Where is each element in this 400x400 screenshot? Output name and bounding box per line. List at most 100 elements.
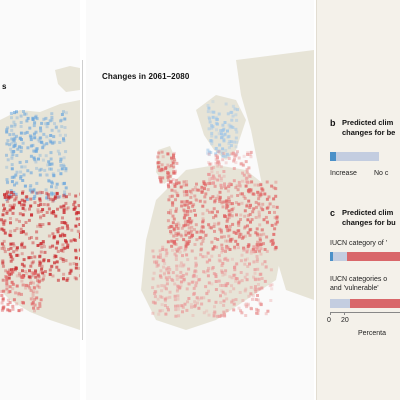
map-cell bbox=[38, 254, 42, 258]
map-cell bbox=[60, 167, 64, 171]
map-cell bbox=[178, 286, 182, 290]
map-cell bbox=[63, 190, 67, 194]
map-cell bbox=[61, 249, 65, 253]
map-cell bbox=[20, 279, 24, 283]
map-cell bbox=[224, 246, 228, 250]
panel-b-letter: b bbox=[330, 118, 336, 128]
map-cell bbox=[239, 162, 243, 166]
map-cell bbox=[243, 262, 247, 266]
map-cell bbox=[229, 183, 233, 187]
map-cell bbox=[44, 188, 48, 192]
map-cell bbox=[40, 245, 44, 249]
map-cell bbox=[21, 191, 24, 195]
map-cell bbox=[245, 305, 249, 309]
map-cell bbox=[41, 223, 45, 226]
map-cell bbox=[184, 245, 188, 249]
map-cell bbox=[222, 235, 226, 239]
map-cell bbox=[224, 239, 228, 243]
map-cell bbox=[229, 140, 233, 144]
map-cell bbox=[178, 264, 182, 268]
map-cell bbox=[240, 201, 244, 205]
map-cell bbox=[199, 248, 203, 252]
map-cell bbox=[193, 243, 197, 246]
map-cell bbox=[224, 282, 228, 286]
map-cell bbox=[39, 216, 43, 220]
map-cell bbox=[8, 309, 12, 313]
map-cell bbox=[230, 257, 234, 261]
map-cell bbox=[265, 221, 269, 225]
map-cell bbox=[5, 279, 9, 282]
map-cell bbox=[227, 153, 231, 157]
map-cell bbox=[0, 290, 4, 294]
map-cell bbox=[210, 176, 214, 180]
map-cell bbox=[20, 241, 24, 245]
map-cell bbox=[170, 188, 174, 192]
map-cell bbox=[202, 270, 206, 274]
map-cell bbox=[171, 221, 175, 225]
map-cell bbox=[225, 152, 229, 156]
map-cell bbox=[156, 161, 160, 165]
map-cell bbox=[232, 308, 236, 312]
map-cell bbox=[211, 115, 215, 119]
map-cell bbox=[244, 184, 248, 188]
map-cell bbox=[64, 195, 68, 199]
decrease-segment bbox=[347, 252, 400, 261]
map-cell bbox=[162, 265, 165, 269]
map-cell bbox=[191, 314, 195, 317]
map-cell bbox=[38, 136, 42, 140]
map-cell bbox=[13, 144, 17, 147]
map-cell bbox=[50, 116, 54, 119]
map-cell bbox=[6, 180, 9, 184]
map-cell bbox=[55, 265, 59, 269]
map-cell bbox=[3, 219, 7, 223]
map-cell bbox=[191, 188, 195, 192]
map-cell bbox=[30, 274, 34, 278]
map-cell bbox=[219, 184, 223, 187]
map-cell bbox=[227, 184, 230, 188]
map-cell bbox=[7, 248, 11, 251]
map-cell bbox=[153, 292, 157, 295]
map-cell bbox=[227, 213, 231, 217]
map-cell bbox=[186, 219, 190, 223]
map-cell bbox=[166, 175, 170, 179]
map-cell bbox=[181, 310, 184, 314]
map-cell bbox=[57, 129, 61, 133]
map-cell bbox=[219, 176, 223, 180]
map-cell bbox=[26, 146, 30, 150]
map-cell bbox=[227, 209, 231, 213]
map-cell bbox=[74, 266, 78, 270]
map-cell bbox=[31, 260, 35, 264]
map-cell bbox=[38, 173, 42, 177]
map-cell bbox=[230, 284, 233, 288]
map-cell bbox=[49, 140, 53, 144]
panel-b-label-nochange: No c bbox=[374, 170, 389, 177]
map-cell bbox=[75, 211, 79, 214]
map-cell bbox=[235, 152, 239, 156]
map-cell bbox=[41, 240, 45, 244]
map-cell bbox=[209, 226, 213, 230]
panel-c-letter: c bbox=[330, 208, 336, 218]
map-cell bbox=[55, 260, 59, 264]
map-cell bbox=[221, 123, 225, 127]
map-cell bbox=[185, 287, 189, 291]
map-cell bbox=[27, 256, 31, 260]
map-cell bbox=[66, 277, 70, 281]
map-cell bbox=[34, 191, 38, 195]
map-cell bbox=[207, 173, 211, 177]
map-cell bbox=[62, 110, 65, 114]
map-cell bbox=[172, 165, 176, 169]
map-cell bbox=[182, 278, 186, 282]
map-cell bbox=[250, 218, 254, 222]
map-cell bbox=[237, 235, 241, 239]
map-cell bbox=[64, 259, 68, 263]
map-cell bbox=[170, 156, 173, 160]
map-cell bbox=[192, 286, 196, 290]
map-cell bbox=[179, 246, 183, 250]
map-cell bbox=[250, 307, 253, 311]
map-cell bbox=[193, 186, 197, 189]
map-cell bbox=[176, 221, 180, 225]
map-cell bbox=[221, 261, 225, 265]
map-cell bbox=[213, 310, 217, 314]
map-cell bbox=[214, 121, 218, 125]
map-cell bbox=[8, 252, 12, 256]
